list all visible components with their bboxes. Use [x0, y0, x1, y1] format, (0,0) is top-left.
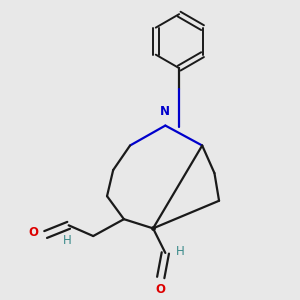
Text: H: H	[63, 234, 71, 247]
Text: H: H	[176, 245, 185, 258]
Text: O: O	[28, 226, 38, 239]
Text: O: O	[156, 283, 166, 296]
Text: N: N	[160, 105, 170, 118]
